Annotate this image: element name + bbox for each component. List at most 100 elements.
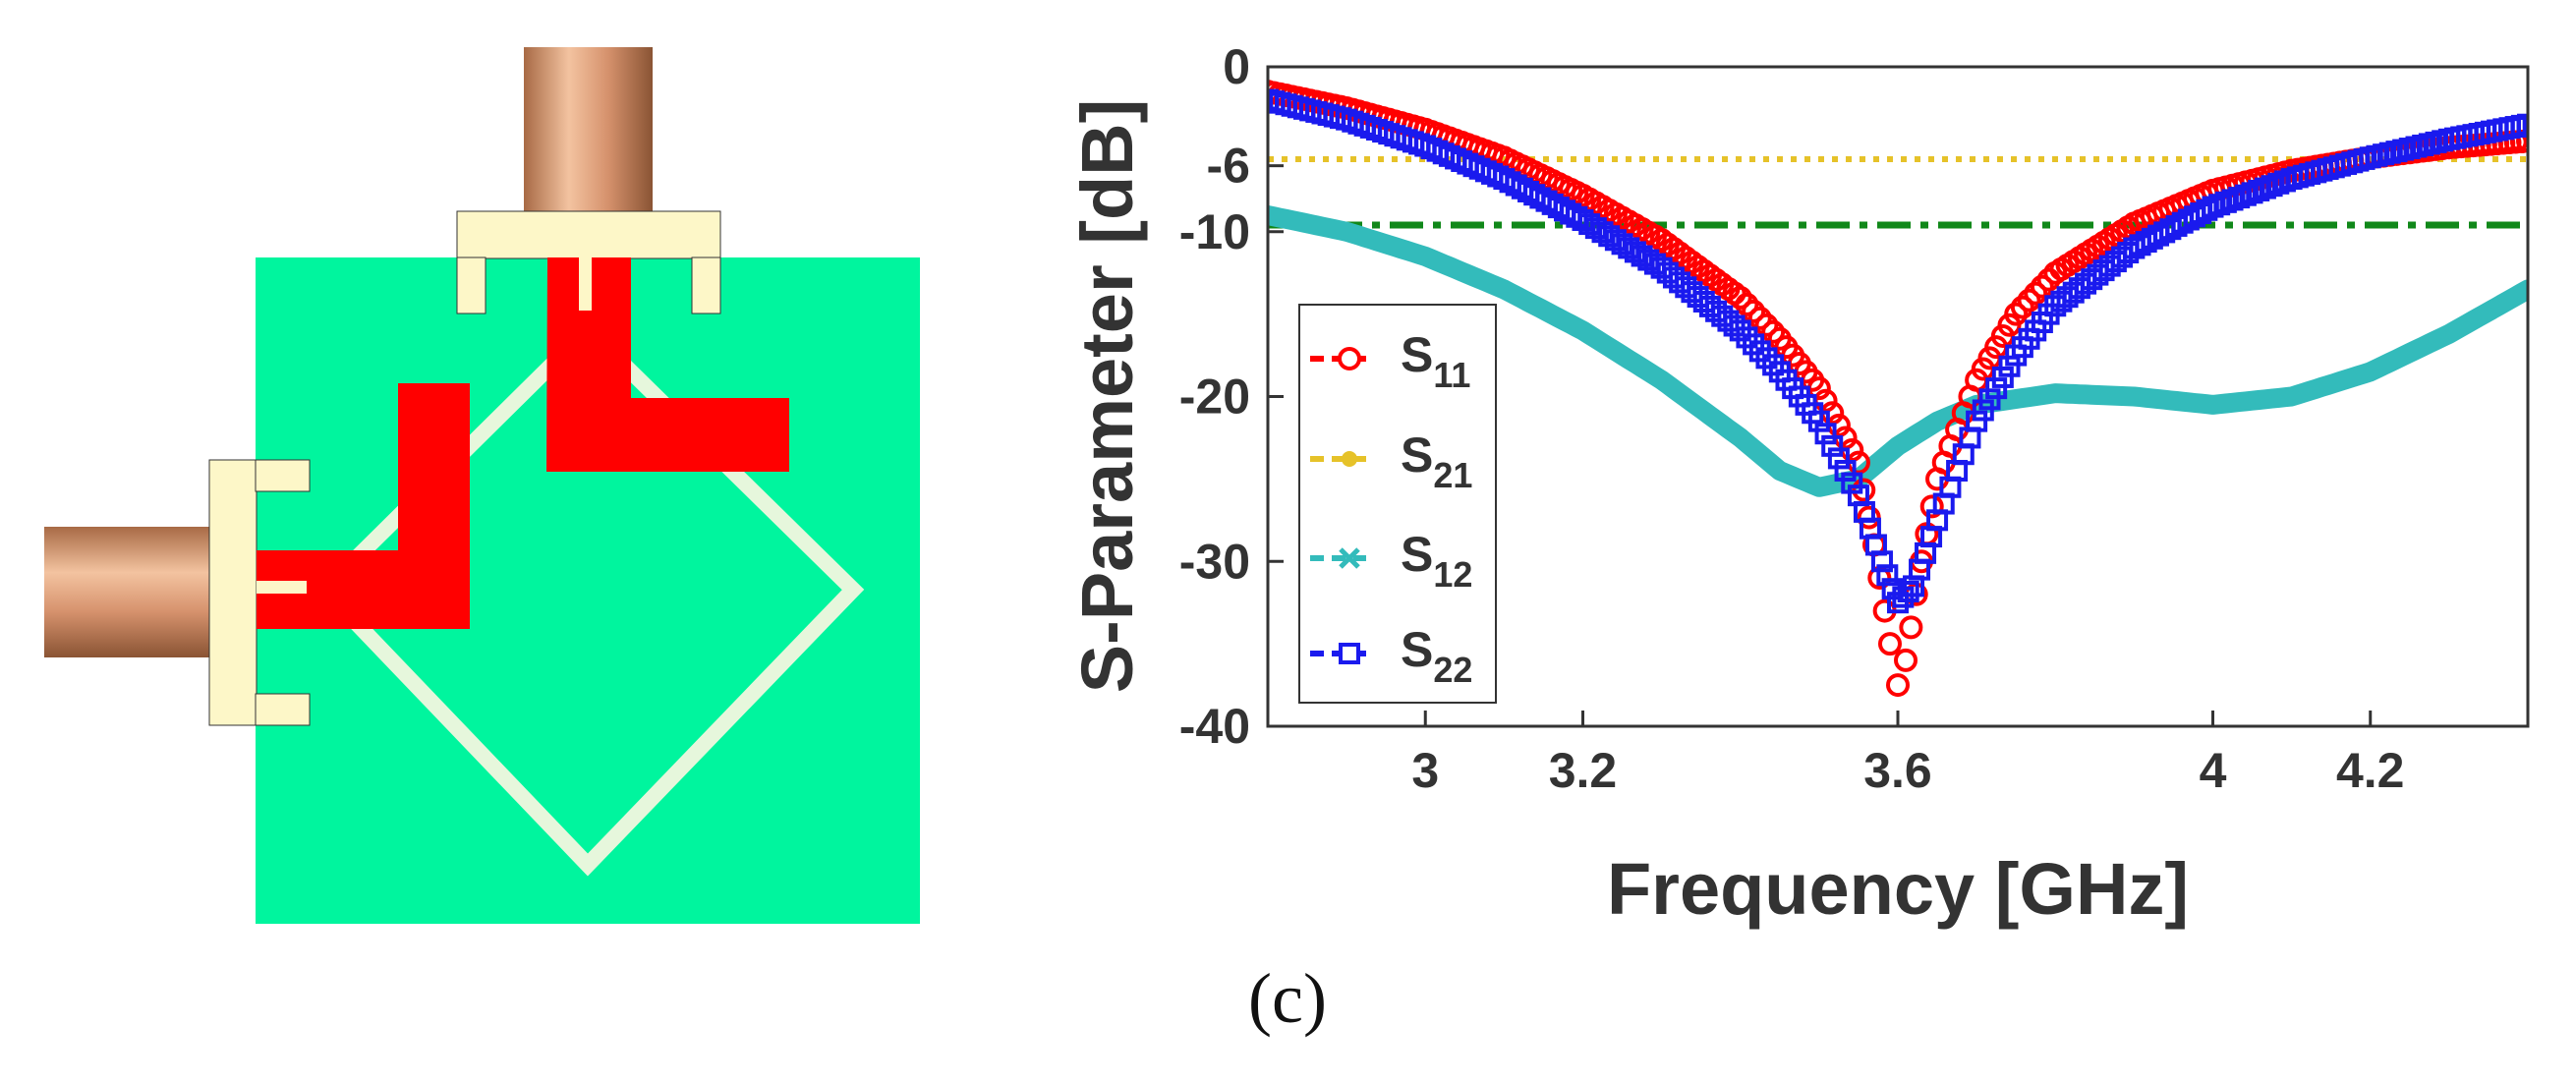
top-feed-slot: [579, 257, 592, 311]
series-s22-marker: [1897, 581, 1919, 603]
series-s22-marker: [1998, 355, 2021, 377]
series-s22-marker: [1748, 340, 1771, 363]
legend-entry-s11: S11: [1310, 327, 1470, 395]
left-feed-line: [257, 383, 470, 629]
legend-s21-sub: 21: [1433, 455, 1472, 495]
s-parameter-chart: 3 3.2 3.6 4 4.2 0 -6 -10 -20 -30 -40 Frequency [G…: [1066, 39, 2530, 930]
series-s22-marker: [2214, 191, 2237, 213]
legend-s21-label: S: [1401, 427, 1433, 483]
series-s22-marker: [2234, 184, 2257, 206]
x-tick-label: 4: [2200, 743, 2227, 798]
top-connector-flange: [456, 210, 721, 259]
series-s22-marker: [1729, 319, 1751, 342]
plot-series-group: [1268, 80, 2528, 698]
series-s22-marker: [1827, 447, 1850, 470]
left-connector-leg-bottom: [255, 693, 311, 726]
legend-s22-sub: 22: [1433, 650, 1472, 690]
left-connector-body: [44, 527, 211, 657]
series-s22-marker: [1834, 459, 1857, 482]
svg-text:S21: S21: [1401, 427, 1472, 495]
x-tick-label: 3.2: [1549, 743, 1618, 798]
legend-s12-label: S: [1401, 527, 1433, 582]
series-s11-marker: [1761, 319, 1786, 344]
series-s22-marker: [1762, 354, 1785, 376]
series-s11-marker: [1754, 313, 1779, 337]
svg-text:S12: S12: [1401, 527, 1472, 595]
legend-s22-marker: [1339, 643, 1360, 664]
series-s22-marker: [1978, 388, 2001, 411]
y-tick-label: -30: [1179, 534, 1250, 589]
series-s11-marker: [1852, 478, 1876, 502]
top-connector-leg-right: [691, 256, 721, 314]
series-s22-marker: [1841, 472, 1863, 494]
series-s11-marker: [1919, 494, 1944, 519]
x-tick-label: 3: [1411, 743, 1439, 798]
series-s22-marker: [2254, 177, 2276, 199]
series-s11-marker: [1742, 299, 1766, 323]
legend: S11 S21 S12 S22: [1298, 304, 1497, 704]
legend-s21-marker: [1342, 451, 1357, 467]
series-s22-marker: [1807, 410, 1830, 432]
svg-text:S22: S22: [1401, 622, 1472, 690]
series-s22-marker: [2261, 175, 2283, 198]
series-s11-marker: [1894, 648, 1918, 672]
x-axis: 3 3.2 3.6 4 4.2: [1411, 711, 2405, 798]
top-connector-leg-left: [456, 256, 487, 314]
series-s22-marker: [1870, 550, 1893, 573]
top-feed-line: [546, 257, 789, 472]
y-tick-label: -6: [1207, 139, 1250, 194]
series-s22-marker: [1876, 564, 1899, 587]
series-s22-marker: [2228, 187, 2251, 209]
series-s11-marker: [1899, 615, 1923, 640]
series-s11-marker: [2004, 302, 2029, 326]
series-s22-marker: [1814, 423, 1837, 445]
series-s22-marker: [1723, 314, 1746, 337]
series-s22-marker: [1736, 326, 1758, 349]
series-s22-marker: [1966, 410, 1988, 432]
y-tick-label: 0: [1223, 39, 1250, 94]
legend-box: [1298, 304, 1497, 704]
top-connector-body: [524, 47, 653, 212]
series-s22-marker: [2221, 189, 2244, 211]
legend-s11-label: S: [1401, 327, 1433, 382]
series-s11-marker: [2516, 129, 2528, 153]
series-s22-marker: [1972, 399, 1994, 422]
y-tick-label: -20: [1179, 370, 1250, 425]
series-s22-marker: [2241, 182, 2263, 204]
antenna-layout: [44, 47, 920, 924]
x-axis-label: Frequency [GHz]: [1607, 848, 2189, 930]
legend-s11-sub: 11: [1433, 355, 1470, 395]
left-connector-flange: [208, 459, 258, 726]
series-s22-marker: [1755, 347, 1778, 370]
series-s22-marker: [1991, 366, 2014, 388]
y-tick-label: -10: [1179, 204, 1250, 259]
legend-entry-s21: S21: [1310, 427, 1472, 495]
series-s11-marker: [2010, 295, 2034, 319]
series-s22-marker: [1743, 333, 1765, 356]
series-s11-marker: [2024, 281, 2048, 306]
series-s22-marker: [2202, 196, 2224, 218]
figure-caption: (c): [1248, 959, 1327, 1038]
series-s11-marker: [2017, 288, 2041, 313]
svg-text:S11: S11: [1401, 327, 1470, 395]
series-s11-marker: [1747, 306, 1772, 330]
legend-s22-label: S: [1401, 622, 1433, 677]
series-s22-marker: [2248, 179, 2270, 201]
series-s11-marker: [1857, 505, 1881, 530]
legend-s12-marker: [1339, 547, 1360, 569]
legend-entry-s12: S12: [1310, 527, 1472, 595]
series-s11-marker: [1877, 632, 1902, 656]
series-s22-marker: [2208, 194, 2231, 216]
series-s11-marker: [2030, 274, 2054, 299]
x-tick-label: 3.6: [1863, 743, 1932, 798]
x-tick-label: 4.2: [2336, 743, 2405, 798]
series-s11-marker: [1886, 673, 1910, 698]
series-s11-marker: [1735, 292, 1759, 316]
legend-entry-s22: S22: [1310, 622, 1472, 690]
left-feed-slot: [257, 581, 307, 594]
y-axis-label: S-Parameter [dB]: [1066, 99, 1148, 694]
legend-s12-sub: 12: [1433, 554, 1472, 595]
series-s22-marker: [2517, 113, 2528, 136]
left-connector-leg-top: [255, 459, 311, 492]
